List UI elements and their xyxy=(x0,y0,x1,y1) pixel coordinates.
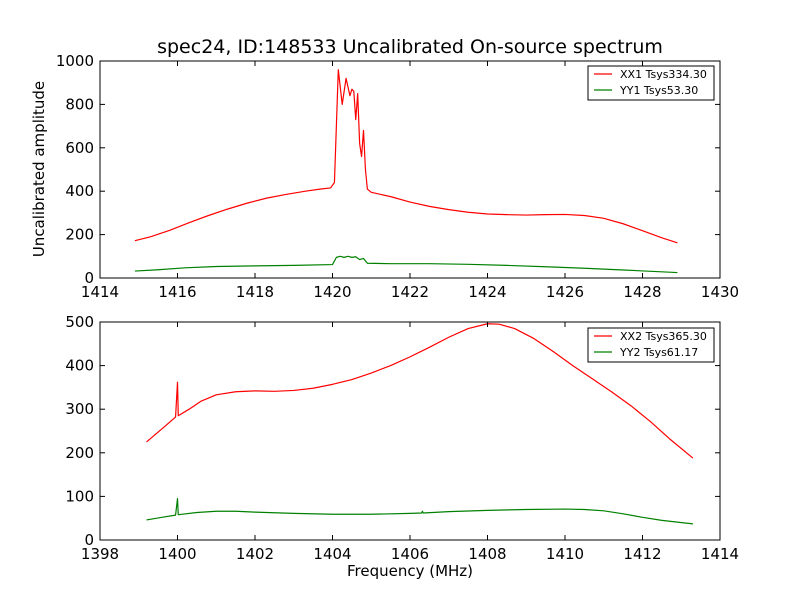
bottom-x-tick-label: 1404 xyxy=(313,545,351,563)
bottom-x-tick-label: 1406 xyxy=(391,545,429,563)
bottom-x-tick-label: 1414 xyxy=(701,545,739,563)
legend-label-xx2: XX2 Tsys365.30 xyxy=(620,330,707,343)
bottom-x-axis-label: Frequency (MHz) xyxy=(347,562,473,580)
bottom-y-tick-label: 100 xyxy=(65,487,94,505)
bottom-x-tick-label: 1398 xyxy=(81,545,119,563)
bottom-x-tick-label: 1412 xyxy=(623,545,661,563)
top-legend: XX1 Tsys334.30 YY1 Tsys53.30 xyxy=(587,65,715,101)
top-x-tick-label: 1430 xyxy=(701,283,739,301)
top-y-tick-label: 600 xyxy=(65,139,94,157)
top-x-tick-label: 1428 xyxy=(623,283,661,301)
bottom-y-tick-label: 400 xyxy=(65,357,94,375)
top-x-tick-label: 1418 xyxy=(236,283,274,301)
bottom-subplot: Frequency (MHz) 1398 1400 1402 1404 1406 1408… xyxy=(65,313,739,580)
bottom-y-tick-label: 0 xyxy=(84,531,94,549)
top-x-tick-label: 1414 xyxy=(81,283,119,301)
bottom-legend-box xyxy=(587,327,715,363)
top-x-tick-label: 1420 xyxy=(313,283,351,301)
top-x-tick-label: 1416 xyxy=(158,283,196,301)
top-y-tick-label: 0 xyxy=(84,269,94,287)
legend-label-yy1: YY1 Tsys53.30 xyxy=(619,84,698,97)
top-y-axis-label: Uncalibrated amplitude xyxy=(30,81,48,257)
top-y-tick-label: 400 xyxy=(65,182,94,200)
bottom-x-tick-label: 1408 xyxy=(468,545,506,563)
top-y-tick-label: 1000 xyxy=(56,52,94,70)
top-series-line-yy1 xyxy=(134,255,678,274)
legend-label-yy2: YY2 Tsys61.17 xyxy=(619,346,698,359)
top-series-line-xx1 xyxy=(134,69,678,244)
bottom-x-tick-label: 1400 xyxy=(158,545,196,563)
top-x-tick-label: 1422 xyxy=(391,283,429,301)
top-y-tick-label: 200 xyxy=(65,226,94,244)
bottom-x-tick-label: 1410 xyxy=(546,545,584,563)
bottom-x-tick-label: 1402 xyxy=(236,545,274,563)
top-subplot: spec24, ID:148533 Uncalibrated On-source… xyxy=(30,36,739,301)
top-legend-box xyxy=(587,65,715,101)
bottom-y-tick-label: 300 xyxy=(65,400,94,418)
bottom-series-line-xx2 xyxy=(146,323,694,459)
top-x-tick-label: 1424 xyxy=(468,283,506,301)
bottom-series-line-yy2 xyxy=(146,497,693,525)
bottom-legend: XX2 Tsys365.30 YY2 Tsys61.17 xyxy=(587,327,715,363)
bottom-y-tick-label: 500 xyxy=(65,313,94,331)
bottom-y-tick-label: 200 xyxy=(65,444,94,462)
chart-title: spec24, ID:148533 Uncalibrated On-source… xyxy=(157,36,663,58)
top-y-tick-label: 800 xyxy=(65,95,94,113)
legend-label-xx1: XX1 Tsys334.30 xyxy=(620,68,707,81)
top-x-tick-label: 1426 xyxy=(546,283,584,301)
